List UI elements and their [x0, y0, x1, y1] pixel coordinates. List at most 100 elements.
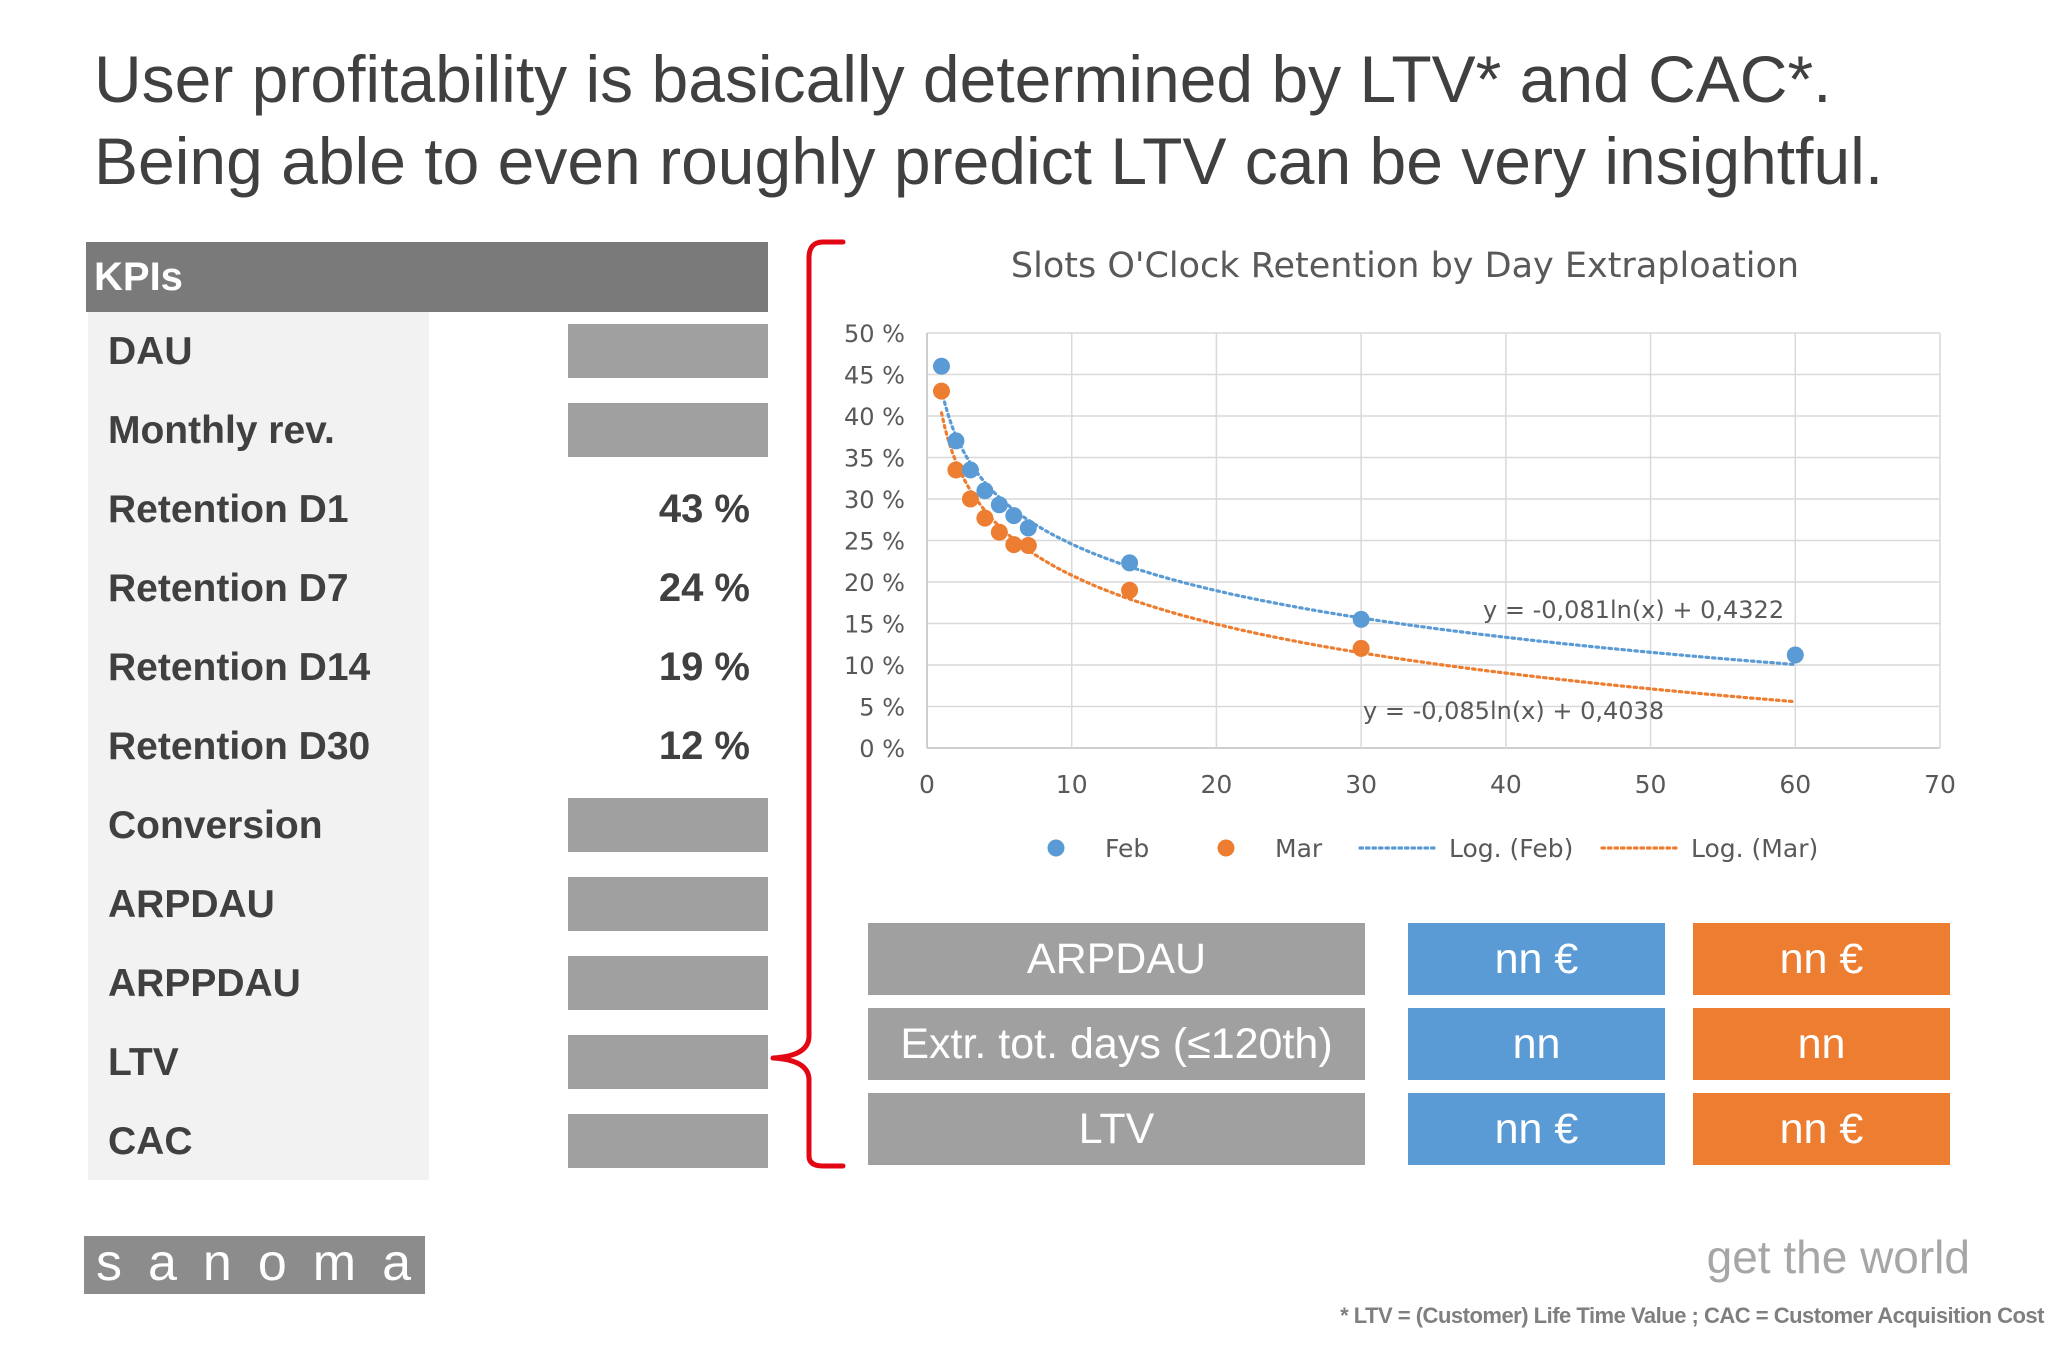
trendline-mar — [939, 411, 1797, 704]
y-tick-label: 40 % — [844, 403, 905, 431]
y-tick-label: 15 % — [844, 611, 905, 639]
summary-cell-feb: nn — [1408, 1008, 1665, 1080]
data-point-mar — [990, 523, 1008, 541]
data-point-feb — [1352, 610, 1370, 628]
summary-cell-mar: nn € — [1693, 923, 1950, 995]
kpi-label: LTV — [108, 1041, 179, 1084]
kpi-value: 24 % — [658, 566, 750, 610]
data-point-feb — [1005, 507, 1023, 525]
y-tick-label: 25 % — [844, 528, 905, 556]
y-tick-label: 0 % — [859, 735, 905, 763]
data-point-mar — [1005, 536, 1023, 554]
data-point-mar — [961, 490, 979, 508]
summary-row-label: Extr. tot. days (≤120th) — [868, 1008, 1365, 1080]
kpi-label: ARPPDAU — [108, 962, 301, 1005]
headline-line-1: User profitability is basically determin… — [94, 42, 1832, 116]
legend-marker-feb — [1047, 839, 1065, 857]
y-tick-label: 45 % — [844, 362, 905, 390]
kpi-label: Retention D14 — [108, 646, 371, 689]
data-point-feb — [947, 432, 965, 450]
x-tick-label: 0 — [919, 770, 935, 799]
trendline-equation-feb: y = -0,081ln(x) + 0,4322 — [1483, 596, 1784, 624]
kpi-row: ARPPDAU — [88, 944, 768, 1023]
summary-row-label: LTV — [868, 1093, 1365, 1165]
kpi-value: 12 % — [658, 724, 750, 768]
sanoma-logo: sanoma — [84, 1236, 425, 1294]
trendline-equation-mar: y = -0,085ln(x) + 0,4038 — [1363, 697, 1664, 725]
y-tick-label: 20 % — [844, 569, 905, 597]
summary-cell-feb: nn € — [1408, 1093, 1665, 1165]
chart-title: Slots O'Clock Retention by Day Extraploa… — [1011, 246, 1799, 286]
kpi-row: Retention D7 24 % — [88, 549, 768, 628]
data-point-mar — [1019, 536, 1037, 554]
kpi-label: Retention D1 — [108, 488, 349, 531]
y-tick-label: 10 % — [844, 652, 905, 680]
headline: User profitability is basically determin… — [94, 38, 1994, 202]
data-point-mar — [976, 509, 994, 527]
kpi-label: CAC — [108, 1120, 193, 1163]
kpi-value-placeholder — [568, 798, 768, 852]
kpi-value-placeholder — [568, 403, 768, 457]
kpi-row: Conversion — [88, 786, 768, 865]
data-point-feb — [1019, 519, 1037, 537]
x-tick-label: 20 — [1201, 770, 1233, 799]
kpi-label: Conversion — [108, 804, 323, 847]
data-point-mar — [1352, 639, 1370, 657]
trendline-feb — [939, 387, 1797, 667]
kpi-value-placeholder — [568, 877, 768, 931]
kpi-value-placeholder — [568, 324, 768, 378]
legend-label-mar: Mar — [1275, 834, 1323, 863]
kpi-row: Retention D1 43 % — [88, 470, 768, 549]
kpi-label: ARPDAU — [108, 883, 275, 926]
legend-label-feb: Feb — [1105, 834, 1149, 863]
kpi-row: Retention D30 12 % — [88, 707, 768, 786]
kpi-label: Monthly rev. — [108, 409, 335, 452]
chart-legend: Feb Mar Log. (Feb) Log. (Mar) — [1047, 834, 1818, 863]
data-point-feb — [976, 482, 994, 500]
legend-label-log-feb: Log. (Feb) — [1449, 834, 1573, 863]
y-tick-label: 30 % — [844, 486, 905, 514]
kpi-row: DAU — [88, 312, 768, 391]
data-point-feb — [1786, 646, 1804, 664]
data-point-feb — [1121, 554, 1139, 572]
kpi-row: ARPDAU — [88, 865, 768, 944]
y-tick-label: 50 % — [844, 320, 905, 348]
chart-grid — [926, 332, 1941, 749]
data-point-feb — [990, 496, 1008, 514]
y-axis-ticks: 0 % 5 % 10 % 15 % 20 % 25 % 30 % 35 % 40 % 45 % 50… — [844, 320, 905, 763]
kpi-label: Retention D30 — [108, 725, 371, 768]
kpi-label: Retention D7 — [108, 567, 349, 610]
headline-line-2: Being able to even roughly predict LTV c… — [94, 124, 1884, 198]
data-points — [932, 357, 1804, 664]
data-point-feb — [961, 461, 979, 479]
footnote: * LTV = (Customer) Life Time Value ; CAC… — [1340, 1303, 2044, 1328]
summary-cell-feb: nn € — [1408, 923, 1665, 995]
x-tick-label: 30 — [1345, 770, 1377, 799]
tagline: get the world — [1706, 1231, 1970, 1283]
curly-bracket — [770, 239, 846, 1169]
kpi-row: CAC — [88, 1102, 768, 1181]
kpi-value: 19 % — [658, 645, 750, 689]
legend-label-log-mar: Log. (Mar) — [1691, 834, 1818, 863]
x-tick-label: 60 — [1779, 770, 1811, 799]
bracket-path — [770, 239, 846, 1169]
kpi-value: 43 % — [658, 487, 750, 531]
kpi-header: KPIs — [86, 242, 768, 312]
summary-cell-mar: nn € — [1693, 1093, 1950, 1165]
kpi-label-column — [88, 312, 429, 1180]
data-point-mar — [1121, 581, 1139, 599]
y-tick-label: 35 % — [844, 445, 905, 473]
kpi-value-placeholder — [568, 1035, 768, 1089]
x-axis-ticks: 0 10 20 30 40 50 60 70 — [919, 770, 1956, 799]
retention-chart: Slots O'Clock Retention by Day Extraploa… — [844, 246, 1956, 863]
kpi-value-placeholder — [568, 956, 768, 1010]
data-point-mar — [947, 461, 965, 479]
summary-cell-mar: nn — [1693, 1008, 1950, 1080]
kpi-row: Monthly rev. — [88, 391, 768, 470]
x-tick-label: 70 — [1924, 770, 1956, 799]
kpi-label: DAU — [108, 330, 193, 373]
x-tick-label: 50 — [1635, 770, 1667, 799]
y-tick-label: 5 % — [859, 694, 905, 722]
kpi-row: LTV — [88, 1023, 768, 1102]
trendlines — [939, 387, 1797, 704]
